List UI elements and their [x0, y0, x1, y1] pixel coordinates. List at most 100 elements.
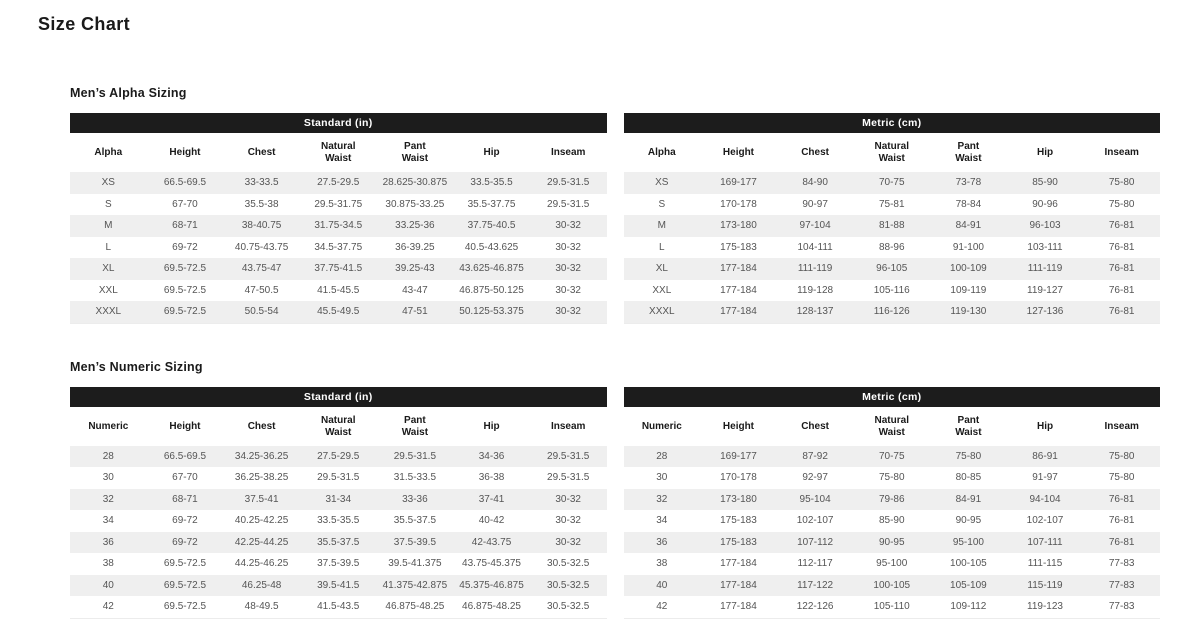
column-header: Height	[722, 147, 755, 158]
size-cell: 30.5-32.5	[547, 558, 590, 569]
size-cell: L	[105, 241, 112, 253]
table-row: M 173-180 97-104 81-88 84-91 96-103 76-81	[623, 215, 1160, 237]
size-cell: 175-183	[720, 536, 757, 548]
size-cell: 39.5-41.375	[388, 558, 442, 569]
size-cell: 177-184	[720, 284, 757, 296]
size-cell: 77-83	[1108, 579, 1135, 591]
size-cell: 42-43.75	[471, 536, 512, 548]
size-cell: 90-97	[802, 198, 828, 210]
size-cell: XS	[101, 177, 115, 188]
size-cell: 32	[656, 493, 668, 505]
size-cell: 169-177	[720, 450, 757, 462]
size-cell: 34-36	[478, 450, 505, 462]
table-row: 42 177-184 122-126 105-110 109-112 119-123 77-…	[624, 596, 1161, 618]
size-cell: 169-177	[720, 177, 757, 188]
column-header: Alpha	[647, 147, 676, 158]
size-cell: 46.875-50.125	[459, 284, 524, 296]
size-cell: XS	[655, 177, 669, 188]
size-cell: 29.5-31.5	[547, 450, 590, 462]
size-cell: 34	[102, 515, 114, 526]
size-cell: 177-184	[720, 579, 757, 591]
size-cell: 40-42	[478, 515, 505, 526]
size-cell: 105-110	[873, 601, 910, 612]
column-header: Numeric	[641, 420, 682, 432]
size-cell: 173-180	[720, 220, 757, 231]
size-cell: 41.5-43.5	[317, 601, 360, 612]
size-cell: 69.5-72.5	[163, 263, 207, 274]
size-cell: 69.5-72.5	[163, 579, 207, 591]
column-header: Pant Waist	[955, 414, 982, 438]
column-header: Chest	[247, 147, 276, 158]
size-cell: 111-119	[1027, 263, 1063, 274]
size-cell: 30-32	[555, 306, 581, 317]
table-row: XXXL 69.5-72.5 50.5-54 45.5-49.5 47-51 50.125…	[70, 301, 607, 323]
table-row: XXL 69.5-72.5 47-50.5 41.5-45.5 43-47 46.875-…	[70, 280, 607, 302]
column-header: Chest	[247, 420, 276, 432]
size-cell: 29.5-31.5	[547, 472, 590, 483]
size-cell: 43-47	[402, 284, 428, 296]
size-cell: 76-81	[1108, 284, 1135, 296]
size-cell: 90-96	[1032, 198, 1058, 210]
size-cell: 84-91	[955, 220, 982, 231]
size-cell: 70-75	[878, 177, 905, 188]
page-title: Size Chart	[38, 14, 131, 34]
size-cell: 111-115	[1027, 558, 1063, 569]
numeric-metric-table: Metric (cm) Numeric Height Chest Natural Wa…	[623, 386, 1161, 619]
size-cell: 69.5-72.5	[163, 306, 207, 317]
size-cell: XXL	[652, 284, 672, 296]
size-cell: 30-32	[555, 263, 581, 274]
size-cell: 30	[656, 472, 668, 483]
size-cell: 90-95	[878, 536, 905, 548]
column-header: Height	[169, 420, 201, 432]
standard-unit-header: Standard (in)	[70, 386, 607, 407]
size-cell: 109-119	[950, 284, 987, 296]
size-cell: 41.5-45.5	[317, 284, 360, 296]
size-cell: 77-83	[1108, 558, 1135, 569]
size-cell: 79-86	[878, 493, 905, 505]
table-row: XS 66.5-69.5 33-33.5 27.5-29.5 28.625-30.875…	[70, 172, 607, 194]
standard-unit-header: Standard (in)	[70, 113, 607, 133]
column-header: Inseam	[550, 147, 586, 158]
column-header: Natural Waist	[874, 141, 909, 164]
size-cell: 33.25-36	[395, 220, 435, 231]
size-cell: M	[104, 220, 113, 231]
size-cell: 97-104	[799, 220, 831, 231]
size-cell: 95-104	[799, 493, 831, 505]
size-cell: 78-84	[955, 198, 982, 210]
size-cell: 76-81	[1108, 306, 1135, 317]
size-cell: M	[657, 220, 666, 231]
size-cell: 35.5-38	[244, 198, 279, 210]
table-row: 38 177-184 112-117 95-100 100-105 111-115 77-8…	[624, 553, 1161, 575]
size-cell: 127-136	[1026, 306, 1064, 317]
size-cell: 177-184	[720, 558, 757, 569]
size-cell: 112-117	[797, 558, 833, 569]
size-cell: 70-75	[878, 450, 905, 462]
column-header: Hip	[1036, 147, 1054, 158]
column-header: Height	[169, 147, 201, 158]
size-cell: XL	[102, 263, 115, 274]
size-cell: 43.75-47	[241, 263, 282, 274]
numeric-section-heading: Men’s Numeric Sizing	[70, 359, 203, 374]
size-cell: 29.5-31.5	[547, 177, 590, 188]
size-cell: 31.75-34.5	[314, 220, 363, 231]
column-header: Natural Waist	[874, 414, 909, 438]
size-cell: 86-91	[1032, 450, 1058, 462]
size-cell: 33.5-35.5	[317, 515, 360, 526]
size-cell: 76-81	[1108, 220, 1135, 231]
size-cell: 33-33.5	[244, 177, 279, 188]
size-cell: 177-184	[720, 263, 757, 274]
size-cell: 31-34	[325, 493, 352, 505]
size-cell: 35.5-37.75	[467, 198, 516, 210]
size-cell: 44.25-46.25	[234, 558, 289, 569]
size-cell: 40.25-42.25	[234, 515, 289, 526]
size-cell: 27.5-29.5	[317, 450, 360, 462]
size-cell: 175-183	[720, 241, 757, 253]
size-cell: 75-80	[1108, 177, 1135, 188]
size-cell: 115-119	[1027, 579, 1063, 591]
numeric-standard-grid: Numeric Height Chest Natural Waist Pant Wais…	[70, 407, 607, 619]
header-row: Numeric Height Chest Natural Waist Pant Wais…	[70, 407, 607, 446]
size-cell: 40	[656, 579, 668, 591]
size-cell: 173-180	[720, 493, 757, 505]
size-cell: 77-83	[1108, 601, 1135, 612]
size-cell: 69-72	[172, 536, 198, 548]
